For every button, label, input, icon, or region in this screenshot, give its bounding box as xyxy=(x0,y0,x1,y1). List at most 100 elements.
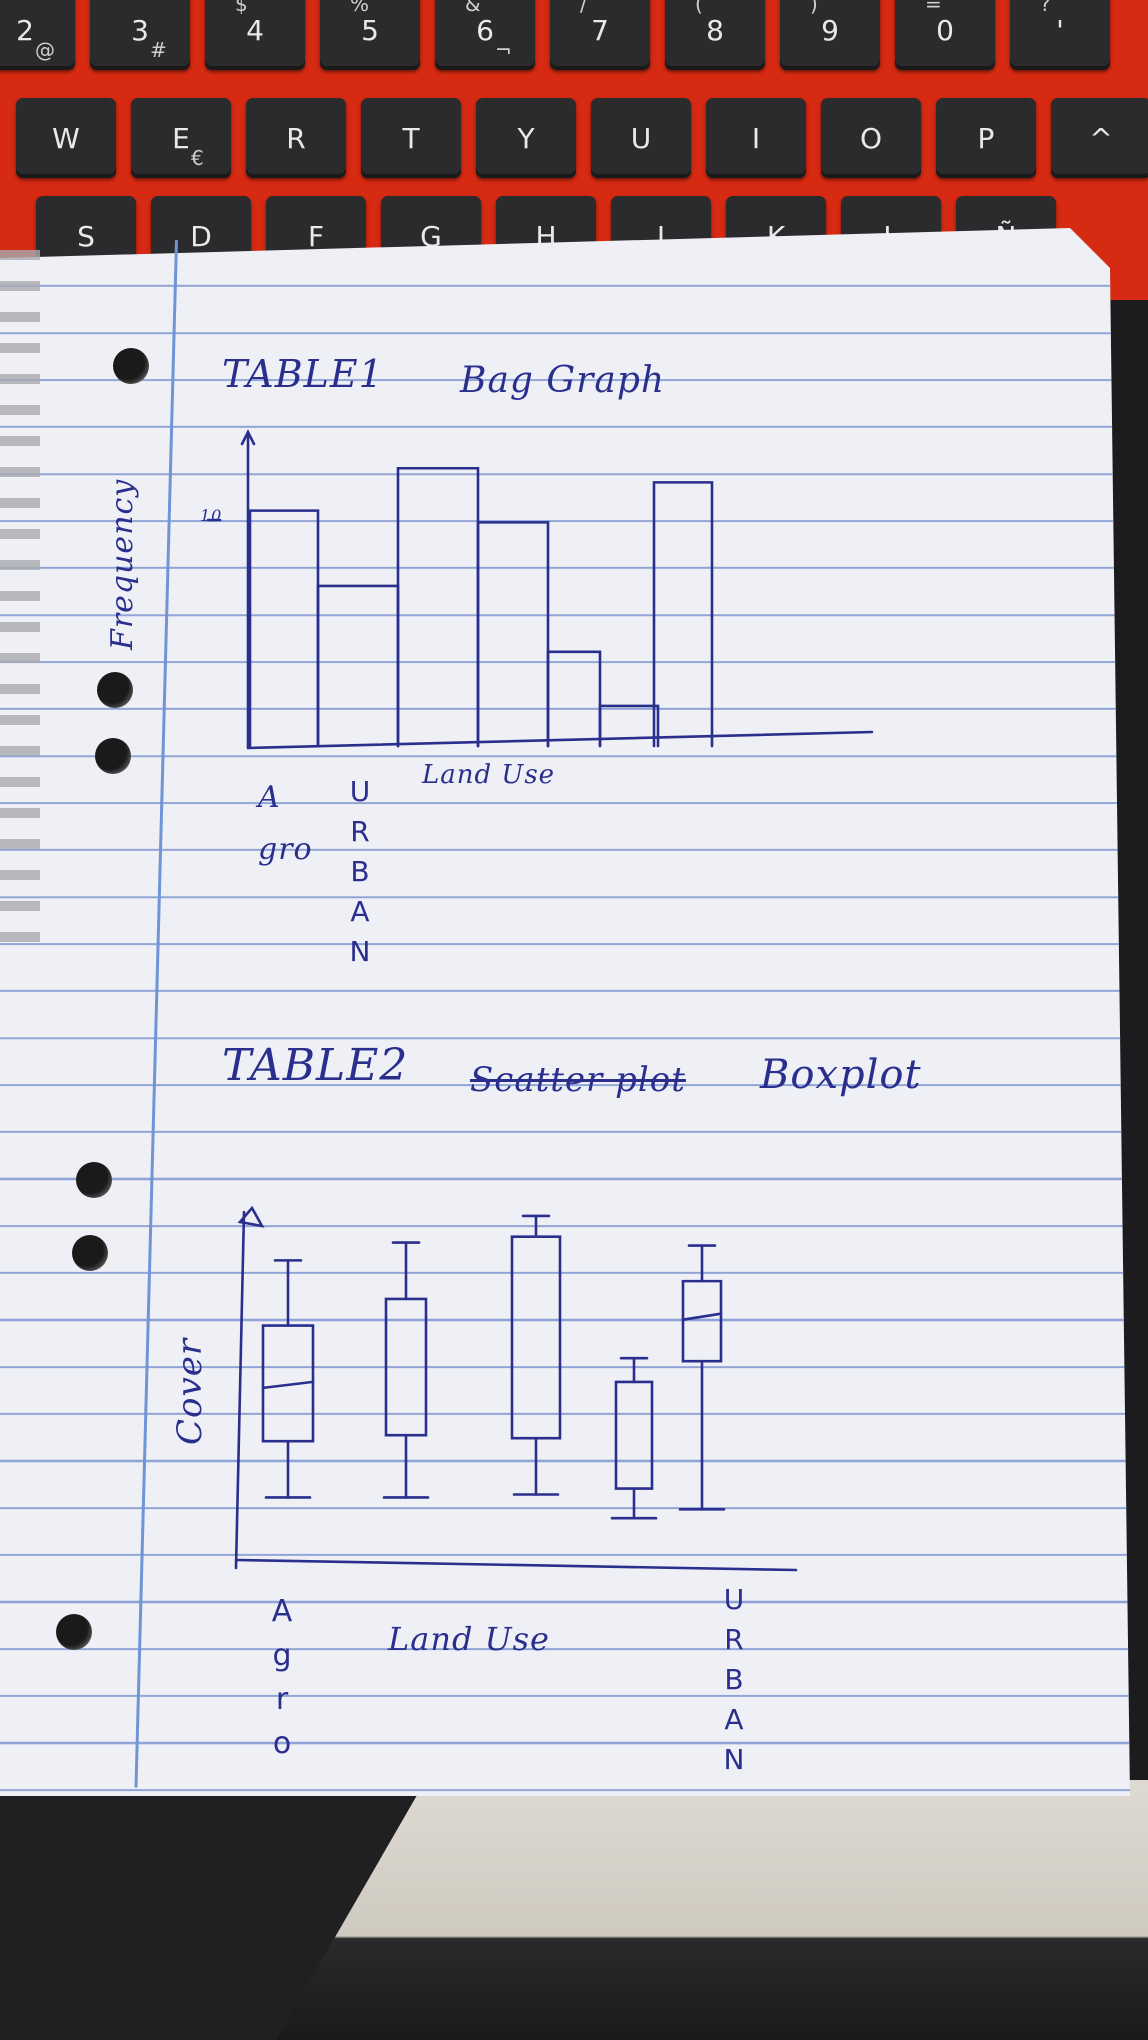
box-1 xyxy=(261,1259,315,1499)
bar xyxy=(598,704,660,748)
keyboard-key: 3 # xyxy=(90,0,190,70)
key-symbol: € xyxy=(191,146,204,170)
punch-hole xyxy=(72,1235,108,1271)
keyboard-key: R xyxy=(246,98,346,178)
key-symbol: & xyxy=(465,0,481,16)
table2-heading: Boxplot xyxy=(760,1052,922,1098)
keyboard-key: ^ xyxy=(1051,98,1148,178)
key-label: P xyxy=(977,122,995,155)
punch-hole xyxy=(56,1614,92,1650)
key-label: ^ xyxy=(1089,122,1113,155)
spiral-binding xyxy=(0,250,40,950)
keyboard-key: T xyxy=(361,98,461,178)
letter: R xyxy=(724,1623,744,1656)
box-plot-x-axis xyxy=(234,1558,798,1572)
table2-xlabel: Land Use xyxy=(388,1620,550,1658)
keyboard-key: Y xyxy=(476,98,576,178)
box-plot-chart xyxy=(234,1205,798,1572)
key-label: ' xyxy=(1056,14,1064,47)
box-3 xyxy=(510,1214,562,1496)
key-label: E xyxy=(172,122,190,155)
keyboard-key: 7/ xyxy=(550,0,650,70)
key-symbol: ¬ xyxy=(495,38,512,62)
punch-hole xyxy=(113,348,149,384)
letter: o xyxy=(272,1726,292,1761)
table2-urban-label: U R B A N xyxy=(714,1580,754,1780)
key-label: 5 xyxy=(361,14,379,47)
key-symbol: = xyxy=(925,0,942,16)
letter: B xyxy=(724,1663,744,1696)
box-plot-y-axis-arrow xyxy=(237,1205,265,1228)
key-symbol: ) xyxy=(810,0,818,16)
keyboard-key: 5% xyxy=(320,0,420,70)
letter: B xyxy=(350,855,370,888)
keyboard-key: U xyxy=(591,98,691,178)
letter: A xyxy=(271,1594,293,1629)
keyboard-key: '? xyxy=(1010,0,1110,70)
punch-hole xyxy=(76,1162,112,1198)
key-label: 3 xyxy=(131,14,149,47)
key-label: T xyxy=(402,122,420,155)
key-label: Y xyxy=(517,122,535,155)
key-symbol: % xyxy=(350,0,370,16)
key-label: W xyxy=(52,122,80,155)
table1-title: TABLE1 xyxy=(222,352,384,396)
keyboard-key: 2 @ xyxy=(0,0,75,70)
table2-crossed-out-heading: Scatter plot xyxy=(470,1060,686,1100)
key-label: 8 xyxy=(706,14,724,47)
key-label: J xyxy=(656,220,666,253)
box-median xyxy=(261,1380,315,1390)
keyboard-key: 9) xyxy=(780,0,880,70)
letter: U xyxy=(349,775,371,808)
keyboard-key: I xyxy=(706,98,806,178)
bar-chart xyxy=(206,429,874,750)
table1-urban-label: U R B A N xyxy=(340,772,380,972)
keyboard-key: 0 = xyxy=(895,0,995,70)
keyboard-key: W xyxy=(16,98,116,178)
letter: U xyxy=(723,1583,745,1616)
box-iqr xyxy=(681,1279,723,1363)
table1-first-category-label: A gro xyxy=(258,780,313,867)
punch-hole xyxy=(97,672,133,708)
bar xyxy=(652,481,714,748)
key-label: F xyxy=(307,220,325,253)
letter: N xyxy=(723,1743,745,1776)
bar-chart-x-axis xyxy=(246,730,874,750)
keyboard-key: P xyxy=(936,98,1036,178)
letter: A xyxy=(724,1703,744,1736)
keyboard-key: 6 & ¬ xyxy=(435,0,535,70)
key-label: S xyxy=(77,220,95,253)
box-iqr xyxy=(384,1297,428,1437)
bar-chart-y-axis-arrow xyxy=(240,429,256,446)
key-label: 4 xyxy=(246,14,264,47)
key-symbol: / xyxy=(580,0,587,16)
key-label: 9 xyxy=(821,14,839,47)
letter: N xyxy=(349,935,371,968)
letter: g xyxy=(272,1638,292,1673)
key-symbol: $ xyxy=(235,0,248,16)
keyboard-key: 4 $ xyxy=(205,0,305,70)
table1-heading: Bag Graph xyxy=(460,360,666,401)
key-symbol: ( xyxy=(695,0,703,16)
key-label: I xyxy=(751,122,761,155)
key-symbol: # xyxy=(150,38,167,62)
box-4 xyxy=(610,1356,658,1520)
key-label: 6 xyxy=(476,14,494,47)
key-label: 2 xyxy=(16,14,34,47)
bar xyxy=(396,466,480,748)
box-median xyxy=(681,1312,723,1321)
box-plot-y-axis xyxy=(234,1210,246,1570)
key-label: 0 xyxy=(936,14,954,47)
bar xyxy=(316,584,400,748)
key-label: D xyxy=(190,220,212,253)
table2-agro-label: A g r o xyxy=(262,1590,302,1766)
key-symbol: ? xyxy=(1040,0,1051,16)
box-iqr xyxy=(614,1380,654,1490)
key-label: G xyxy=(420,220,442,253)
bar xyxy=(476,521,550,748)
key-label: U xyxy=(630,122,652,155)
table2-title: TABLE2 xyxy=(222,1040,409,1091)
keyboard-key: 8( xyxy=(665,0,765,70)
bar xyxy=(546,650,602,748)
punch-hole xyxy=(95,738,131,774)
